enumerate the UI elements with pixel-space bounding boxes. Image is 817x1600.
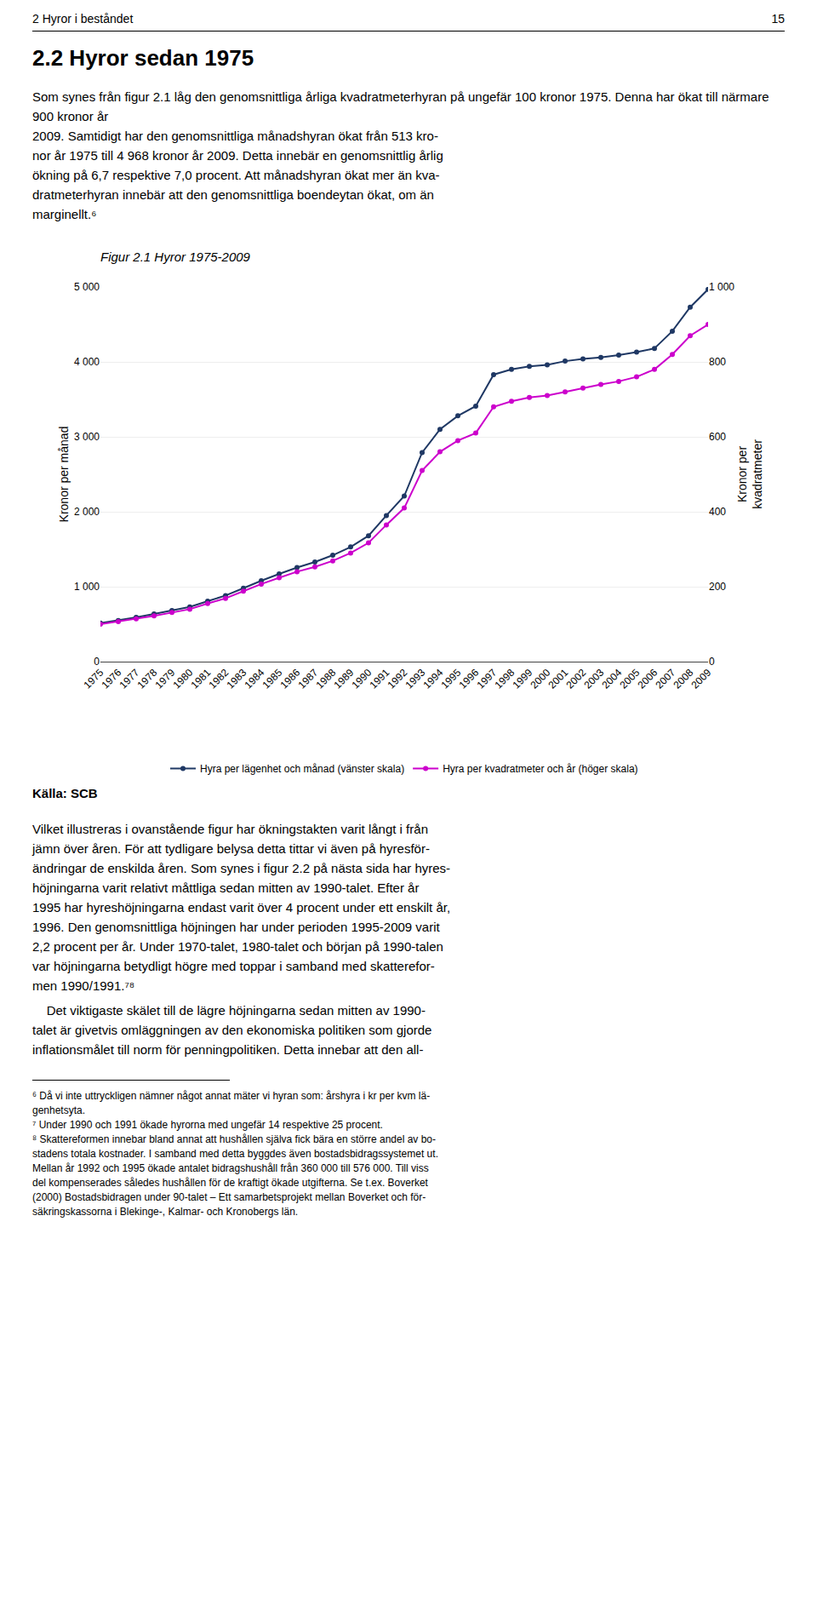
svg-text:4 000: 4 000 <box>74 355 100 368</box>
svg-text:1998: 1998 <box>492 666 518 692</box>
html-text:men 1990/1991.⁷⁸: men 1990/1991.⁷⁸ <box>32 977 135 993</box>
svg-text:5 000: 5 000 <box>74 280 100 293</box>
svg-text:Kronor perkvadratmeter: Kronor perkvadratmeter <box>735 439 765 509</box>
svg-text:2 000: 2 000 <box>74 505 100 518</box>
svg-text:1980: 1980 <box>171 666 196 692</box>
svg-text:3 000: 3 000 <box>74 430 100 443</box>
svg-text:1992: 1992 <box>385 666 411 692</box>
svg-text:2006: 2006 <box>635 666 661 692</box>
svg-text:1988: 1988 <box>314 666 339 692</box>
svg-text:1997: 1997 <box>474 666 500 692</box>
html-text:⁸ Skattereformen innebar bland: ⁸ Skattereformen innebar bland annat att… <box>32 1132 436 1145</box>
svg-text:Hyra per lägenhet och månad (v: Hyra per lägenhet och månad (vänster ska… <box>199 762 405 775</box>
svg-text:2000: 2000 <box>528 666 554 692</box>
svg-text:Figur 2.1 Hyror 1975-2009: Figur 2.1 Hyror 1975-2009 <box>100 249 252 264</box>
html-text:Mellan år 1992 och 1995 ökade: Mellan år 1992 och 1995 ökade antalet bi… <box>32 1161 429 1174</box>
svg-text:1993: 1993 <box>403 666 429 692</box>
svg-text:0: 0 <box>708 655 715 668</box>
svg-text:1976: 1976 <box>99 666 125 692</box>
html-text:(2000) Bostadsbidragen under 9: (2000) Bostadsbidragen under 90-talet – … <box>32 1190 426 1203</box>
svg-text:1978: 1978 <box>135 666 160 692</box>
html-text:2.2 Hyror sedan 1975: 2.2 Hyror sedan 1975 <box>32 45 254 71</box>
html-text:genhetsyta.: genhetsyta. <box>32 1103 86 1116</box>
svg-text:1983: 1983 <box>224 666 250 692</box>
html-text:⁶ Då vi inte uttryckligen nämn: ⁶ Då vi inte uttryckligen nämner något a… <box>32 1089 430 1102</box>
svg-text:1990: 1990 <box>349 666 375 692</box>
svg-text:2001: 2001 <box>546 666 572 692</box>
html-text:1995 har hyreshöjningarna enda: 1995 har hyreshöjningarna endast varit ö… <box>32 899 451 915</box>
html-text:2,2 procent per år. Under 1970: 2,2 procent per år. Under 1970-talet, 19… <box>32 938 444 954</box>
svg-text:2004: 2004 <box>599 666 625 692</box>
html-text:Vilket illustreras i ovanståen: Vilket illustreras i ovanstående figur h… <box>32 821 429 836</box>
html-text:inflationsmålet till norm för: inflationsmålet till norm för penningpol… <box>32 1041 424 1057</box>
svg-text:1986: 1986 <box>278 666 303 692</box>
svg-text:Kronor per månad: Kronor per månad <box>57 426 71 523</box>
svg-text:1981: 1981 <box>188 666 214 692</box>
svg-text:600: 600 <box>708 430 726 443</box>
svg-text:1989: 1989 <box>331 666 357 692</box>
svg-text:1987: 1987 <box>296 666 321 692</box>
html-text:talet är givetvis omläggningen: talet är givetvis omläggningen av den ek… <box>32 1022 432 1037</box>
svg-text:1999: 1999 <box>510 666 536 692</box>
svg-text:800: 800 <box>708 355 726 368</box>
svg-text:1996: 1996 <box>457 666 482 692</box>
html-text:Som synes från figur 2.1 låg d: Som synes från figur 2.1 låg den genomsn… <box>32 89 769 124</box>
svg-text:2002: 2002 <box>564 666 589 692</box>
svg-text:1975: 1975 <box>81 666 107 692</box>
svg-text:1 000: 1 000 <box>74 580 100 593</box>
svg-text:Hyra per kvadratmeter och år (: Hyra per kvadratmeter och år (höger skal… <box>442 762 638 775</box>
html-text:del kompenserades således hush: del kompenserades således hushållen för … <box>32 1176 429 1189</box>
html-text:15: 15 <box>771 11 785 26</box>
html-text:⁷ Under 1990 och 1991 ökade hy: ⁷ Under 1990 och 1991 ökade hyrorna med … <box>32 1118 383 1131</box>
svg-text:1991: 1991 <box>367 666 393 692</box>
html-text:jämn över åren. För att tydlig: jämn över åren. För att tydligare belysa… <box>32 840 430 856</box>
html-text:Det viktigaste skälet till de: Det viktigaste skälet till de lägre höjn… <box>32 1002 426 1017</box>
html-text:1996. Den genomsnittliga höjni: 1996. Den genomsnittliga höjningen har u… <box>32 919 440 934</box>
html-text:höjningarna varit relativt måt: höjningarna varit relativt måttliga seda… <box>32 879 420 895</box>
svg-text:1985: 1985 <box>260 666 286 692</box>
svg-text:0: 0 <box>93 655 100 668</box>
html-text:stadens totala kostnader. I sa: stadens totala kostnader. I samband med … <box>32 1147 439 1160</box>
svg-text:400: 400 <box>708 505 726 518</box>
svg-text:2008: 2008 <box>671 666 697 692</box>
html-text:2 Hyror i beståndet: 2 Hyror i beståndet <box>32 11 134 26</box>
svg-text:1994: 1994 <box>421 666 446 692</box>
svg-text:2003: 2003 <box>582 666 607 692</box>
html-text:ökning på 6,7 respektive 7,0 p: ökning på 6,7 respektive 7,0 procent. At… <box>32 167 440 183</box>
svg-text:1984: 1984 <box>242 666 268 692</box>
html-text:ändringar de enskilda åren. So: ändringar de enskilda åren. Som synes i … <box>32 860 451 875</box>
svg-text:200: 200 <box>708 580 726 593</box>
html-text:dratmeterhyran innebär att den: dratmeterhyran innebär att den genomsnit… <box>32 187 435 202</box>
html-text:var höjningarna betydligt högr: var höjningarna betydligt högre med topp… <box>32 958 435 973</box>
svg-text:1982: 1982 <box>206 666 232 692</box>
svg-text:1979: 1979 <box>153 666 178 692</box>
html-text:nor år 1975 till 4 968 kronor: nor år 1975 till 4 968 kronor år 2009. D… <box>32 148 444 163</box>
html-text:marginellt.⁶: marginellt.⁶ <box>32 206 97 222</box>
html-text:2009. Samtidigt har den genoms: 2009. Samtidigt har den genomsnittliga m… <box>32 128 439 143</box>
svg-text:2009: 2009 <box>689 666 715 692</box>
svg-text:1 000: 1 000 <box>708 280 735 293</box>
svg-text:1977: 1977 <box>117 666 143 692</box>
svg-text:2007: 2007 <box>653 666 679 692</box>
svg-text:1995: 1995 <box>439 666 464 692</box>
html-text:säkringskassorna i Blekinge-,: säkringskassorna i Blekinge-, Kalmar- oc… <box>32 1205 299 1217</box>
svg-text:2005: 2005 <box>617 666 643 692</box>
html-text:Källa: SCB: Källa: SCB <box>32 785 98 800</box>
